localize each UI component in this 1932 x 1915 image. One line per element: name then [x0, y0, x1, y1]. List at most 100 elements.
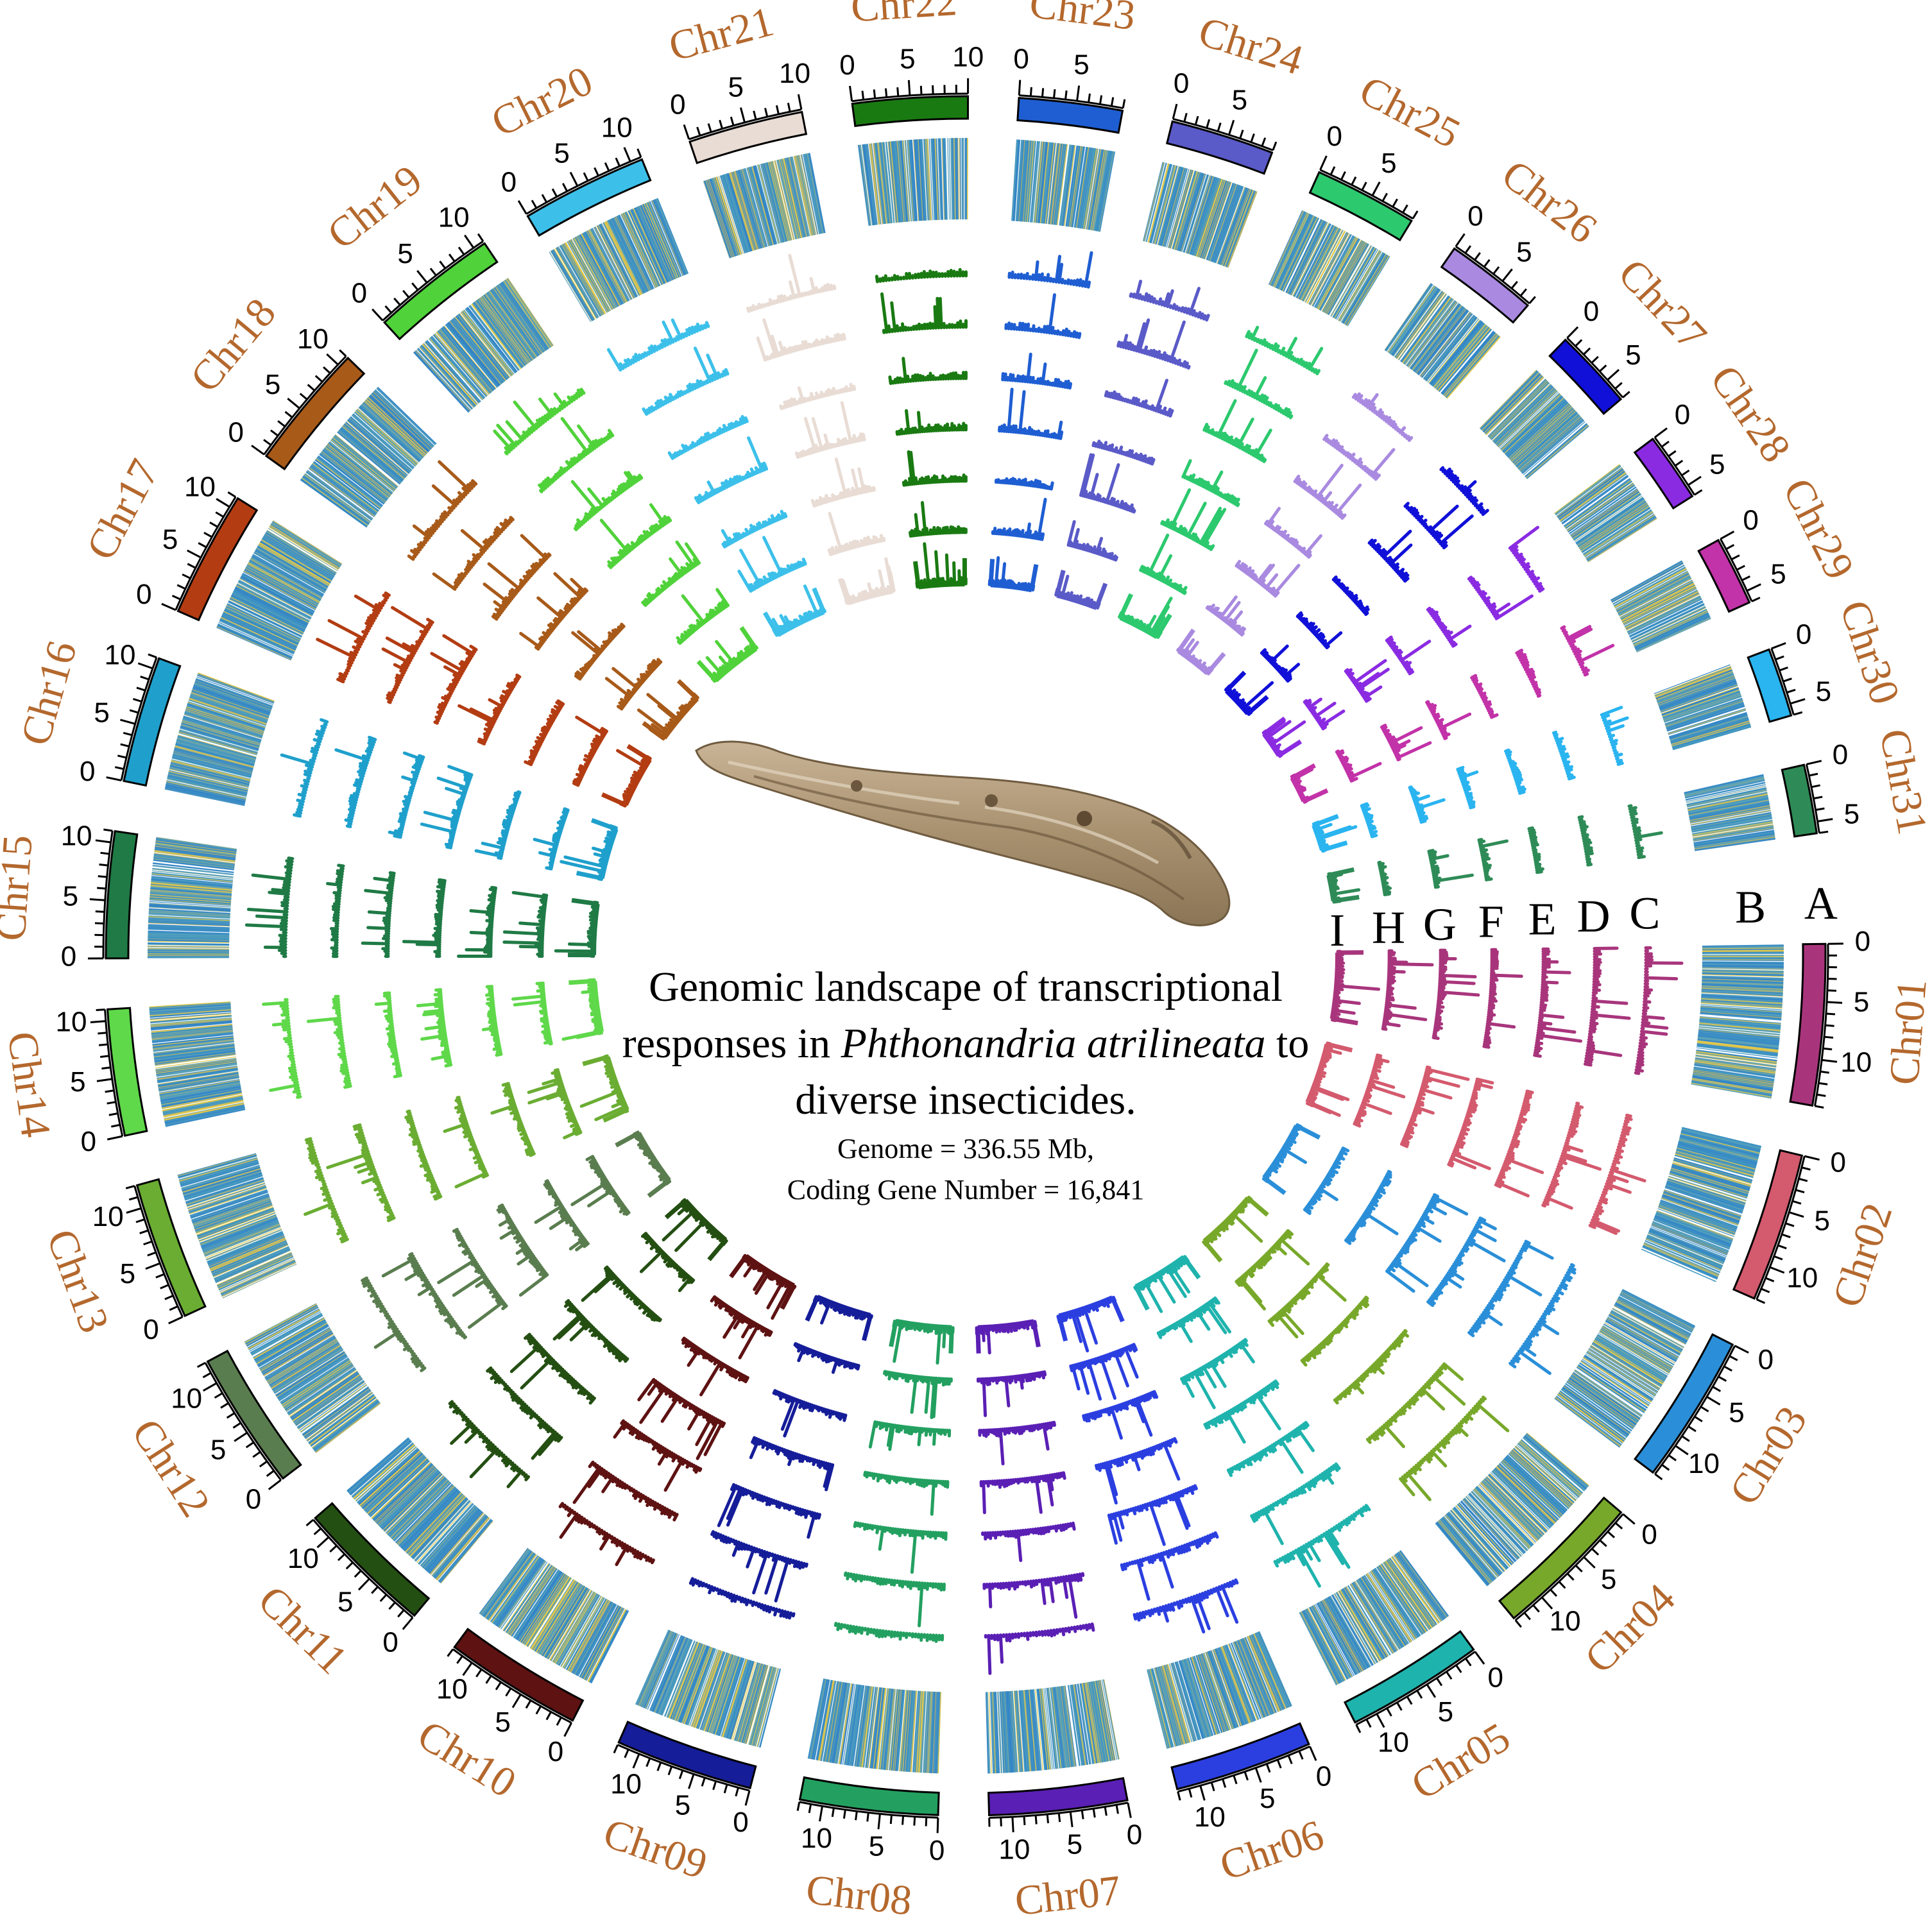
tick-label: 5: [495, 1706, 510, 1738]
ideogram-chr03: [1633, 1333, 1734, 1474]
ideogram-chr09: [617, 1721, 757, 1790]
tick-mark: [1751, 597, 1761, 602]
ideogram-axis-chr03: [1654, 1345, 1736, 1475]
tick-mark: [561, 183, 568, 192]
tick-mark: [1222, 1778, 1227, 1788]
tick-label: 5: [728, 71, 743, 103]
tick-mark: [1723, 1365, 1732, 1372]
tick-mark: [495, 1681, 502, 1690]
expression-chr20: [606, 318, 826, 637]
ideogram-axis-chr22: [851, 92, 968, 103]
tick-mark: [1734, 1345, 1749, 1354]
tick-mark: [1474, 1651, 1485, 1665]
tick-mark: [155, 1273, 165, 1279]
tick-label: 0: [80, 756, 95, 787]
tick-mark: [1654, 427, 1668, 439]
tick-label: 5: [1516, 237, 1532, 268]
track-letter-d: D: [1577, 890, 1610, 942]
tick-mark: [198, 542, 207, 549]
tick-mark: [873, 89, 876, 99]
tick-mark: [214, 1392, 223, 1399]
tick-mark: [1779, 666, 1788, 672]
tick-label: 5: [554, 137, 569, 169]
tick-mark: [168, 1316, 184, 1325]
tick-mark: [1731, 554, 1740, 561]
track-letter-c: C: [1629, 887, 1660, 939]
tick-label: 5: [397, 238, 413, 269]
expression-chr15: [244, 856, 600, 958]
tick-label: 5: [1260, 1783, 1275, 1814]
ideogram-chr02: [1732, 1149, 1804, 1300]
ideogram-axis-chr07: [989, 1801, 1129, 1819]
tick-mark: [1287, 1755, 1293, 1764]
gene-density-chr22: [857, 138, 968, 226]
tick-mark: [1566, 1572, 1575, 1581]
tick-mark: [137, 662, 153, 670]
tick-mark: [89, 898, 105, 901]
tick-mark: [357, 1578, 370, 1591]
tick-mark: [314, 375, 323, 383]
tick-mark: [202, 1372, 212, 1379]
tick-mark: [1261, 137, 1267, 147]
tick-mark: [861, 90, 865, 100]
tick-label: 0: [81, 1126, 96, 1157]
tick-mark: [1761, 1288, 1770, 1293]
tick-mark: [103, 828, 113, 832]
tick-mark: [925, 1817, 928, 1826]
expression-chr29: [1290, 625, 1615, 804]
tick-mark: [397, 1609, 405, 1618]
chr-label-chr15: Chr15: [0, 833, 42, 942]
tick-mark: [1811, 784, 1820, 788]
tick-mark: [161, 602, 176, 611]
gene-density-chr17: [216, 520, 343, 661]
tick-mark: [1115, 1805, 1119, 1814]
tick-mark: [107, 1135, 123, 1141]
tick-mark: [313, 1528, 322, 1535]
tick-mark: [855, 1811, 858, 1821]
expression-chr16: [280, 718, 619, 881]
tick-mark: [656, 1762, 662, 1771]
tick-mark: [604, 162, 610, 172]
tick-mark: [848, 85, 853, 101]
ideogram-axis-chr19: [382, 240, 484, 321]
chr-label-chr25: Chr25: [1352, 67, 1467, 157]
ideogram-chr08: [798, 1776, 940, 1816]
tick-mark: [1792, 1200, 1802, 1205]
tick-mark: [136, 686, 146, 692]
tick-label: 10: [1840, 1046, 1872, 1078]
tick-label: 0: [246, 1483, 261, 1515]
tick-mark: [372, 308, 384, 321]
tick-label: 5: [1816, 676, 1831, 708]
tick-mark: [270, 429, 279, 437]
tick-mark: [117, 754, 127, 759]
tick-mark: [176, 584, 186, 590]
tick-label: 0: [1488, 1662, 1503, 1694]
track-letter-e: E: [1528, 893, 1557, 944]
tick-mark: [187, 563, 196, 569]
tick-mark: [1416, 1690, 1423, 1699]
tick-mark: [1244, 1771, 1249, 1781]
tick-label: 10: [171, 1383, 202, 1414]
tick-mark: [1265, 1763, 1271, 1773]
tick-mark: [1706, 1395, 1721, 1406]
ideogram-chr23: [1016, 96, 1124, 134]
tick-mark: [932, 85, 934, 95]
tick-mark: [667, 1766, 673, 1776]
tick-mark: [623, 147, 631, 162]
tick-mark: [1661, 440, 1670, 448]
tick-label: 0: [1833, 739, 1848, 770]
ideogram-axis-chr10: [452, 1648, 572, 1724]
ideogram-chr17: [176, 497, 259, 622]
tick-mark: [1765, 1277, 1775, 1282]
tick-mark: [329, 1545, 338, 1553]
tick-mark: [97, 887, 107, 890]
ideogram-axis-chr20: [526, 156, 642, 215]
tick-mark: [384, 305, 393, 314]
tick-mark: [1614, 382, 1623, 389]
tick-mark: [637, 148, 642, 158]
tick-mark: [268, 1479, 282, 1490]
ideogram-axis-chr27: [1566, 337, 1624, 398]
tick-mark: [545, 1711, 552, 1721]
gene-density-chr19: [413, 278, 554, 414]
